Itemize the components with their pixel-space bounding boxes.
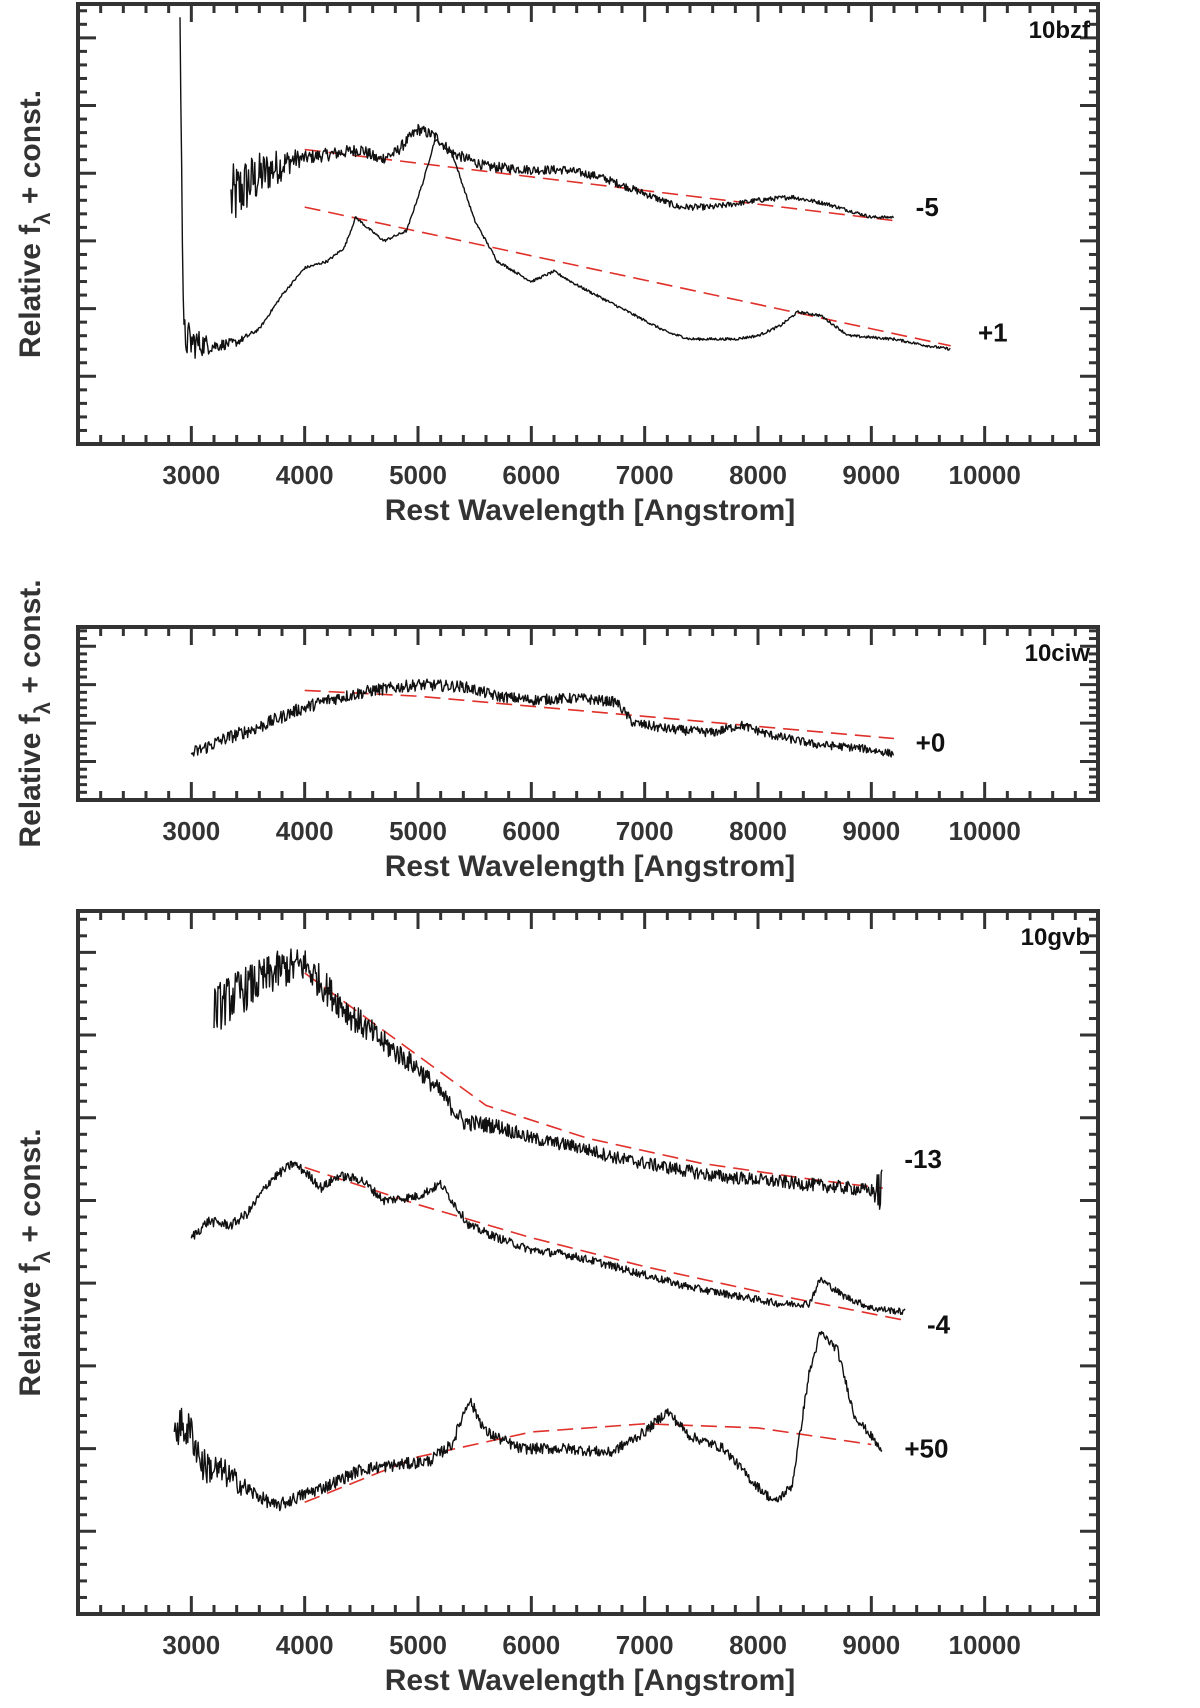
panel-10bzf: 3000 4000 5000 6000 7000 8000 9000 10000 Rest Wa… xyxy=(14,2,1100,527)
epoch-label: +1 xyxy=(978,317,1008,347)
x-tick-label: 6000 xyxy=(502,816,560,846)
fit-10bzf-+1 xyxy=(304,206,951,347)
epoch-label: -5 xyxy=(916,192,939,222)
panel-10gvb: 3000 4000 5000 6000 7000 8000 9000 10000 Rest Wa… xyxy=(14,909,1100,1697)
y-axis-title: Relative fλ + const. xyxy=(14,90,55,358)
x-tick-label: 8000 xyxy=(729,816,787,846)
panel-name: 10bzf xyxy=(1029,17,1091,44)
x-tick-label: 10000 xyxy=(949,1630,1021,1660)
fit-10ciw-+0 xyxy=(304,689,895,740)
plot-frame xyxy=(76,625,1100,802)
x-tick-label: 7000 xyxy=(616,1630,674,1660)
x-tick-label: 3000 xyxy=(162,460,220,490)
x-tick-label: 7000 xyxy=(616,460,674,490)
epoch-label: +50 xyxy=(904,1434,948,1464)
epoch-label: +0 xyxy=(916,727,946,757)
x-axis-title: Rest Wavelength [Angstrom] xyxy=(385,494,796,527)
x-tick-label: 10000 xyxy=(949,816,1021,846)
x-tick-label: 3000 xyxy=(162,816,220,846)
fit-10gvb--4 xyxy=(304,1166,906,1322)
spectrum-10ciw-+0 xyxy=(190,678,895,758)
fit-10bzf--5 xyxy=(304,148,895,222)
plot-frame xyxy=(76,909,1100,1616)
x-tick-label: 6000 xyxy=(502,460,560,490)
x-tick-label: 4000 xyxy=(276,1630,334,1660)
x-tick-label: 4000 xyxy=(276,816,334,846)
x-axis-title: Rest Wavelength [Angstrom] xyxy=(385,1664,796,1697)
x-tick-label: 10000 xyxy=(949,460,1021,490)
y-axis-title: Relative fλ + const. xyxy=(14,1128,55,1396)
x-tick-label: 7000 xyxy=(616,816,674,846)
x-tick-label: 8000 xyxy=(729,1630,787,1660)
fit-10gvb--13 xyxy=(304,972,883,1189)
x-tick-label: 6000 xyxy=(502,1630,560,1660)
x-tick-label: 5000 xyxy=(389,460,447,490)
x-axis-title: Rest Wavelength [Angstrom] xyxy=(385,850,796,883)
x-tick-label: 9000 xyxy=(842,816,900,846)
x-tick-label: 8000 xyxy=(729,460,787,490)
y-axis-title: Relative fλ + const. xyxy=(14,579,55,847)
panel-10ciw: 3000 4000 5000 6000 7000 8000 9000 10000 Rest Wa… xyxy=(14,579,1100,883)
x-tick-label: 5000 xyxy=(389,1630,447,1660)
x-tick-label: 9000 xyxy=(842,1630,900,1660)
plot-frame xyxy=(76,2,1100,446)
x-tick-label: 5000 xyxy=(389,816,447,846)
x-tick-label: 4000 xyxy=(276,460,334,490)
spectrum-10bzf--5 xyxy=(230,123,895,220)
spectrum-10gvb--13 xyxy=(213,948,883,1210)
epoch-label: -4 xyxy=(927,1310,951,1340)
x-tick-label: 3000 xyxy=(162,1630,220,1660)
epoch-label: -13 xyxy=(904,1144,942,1174)
spectrum-10gvb--4 xyxy=(190,1160,906,1315)
spectrum-10gvb-+50 xyxy=(173,1330,883,1512)
spectrum-10bzf-+1 xyxy=(179,17,951,359)
x-tick-label: 9000 xyxy=(842,460,900,490)
panel-name: 10gvb xyxy=(1021,924,1090,951)
panel-name: 10ciw xyxy=(1025,640,1091,667)
